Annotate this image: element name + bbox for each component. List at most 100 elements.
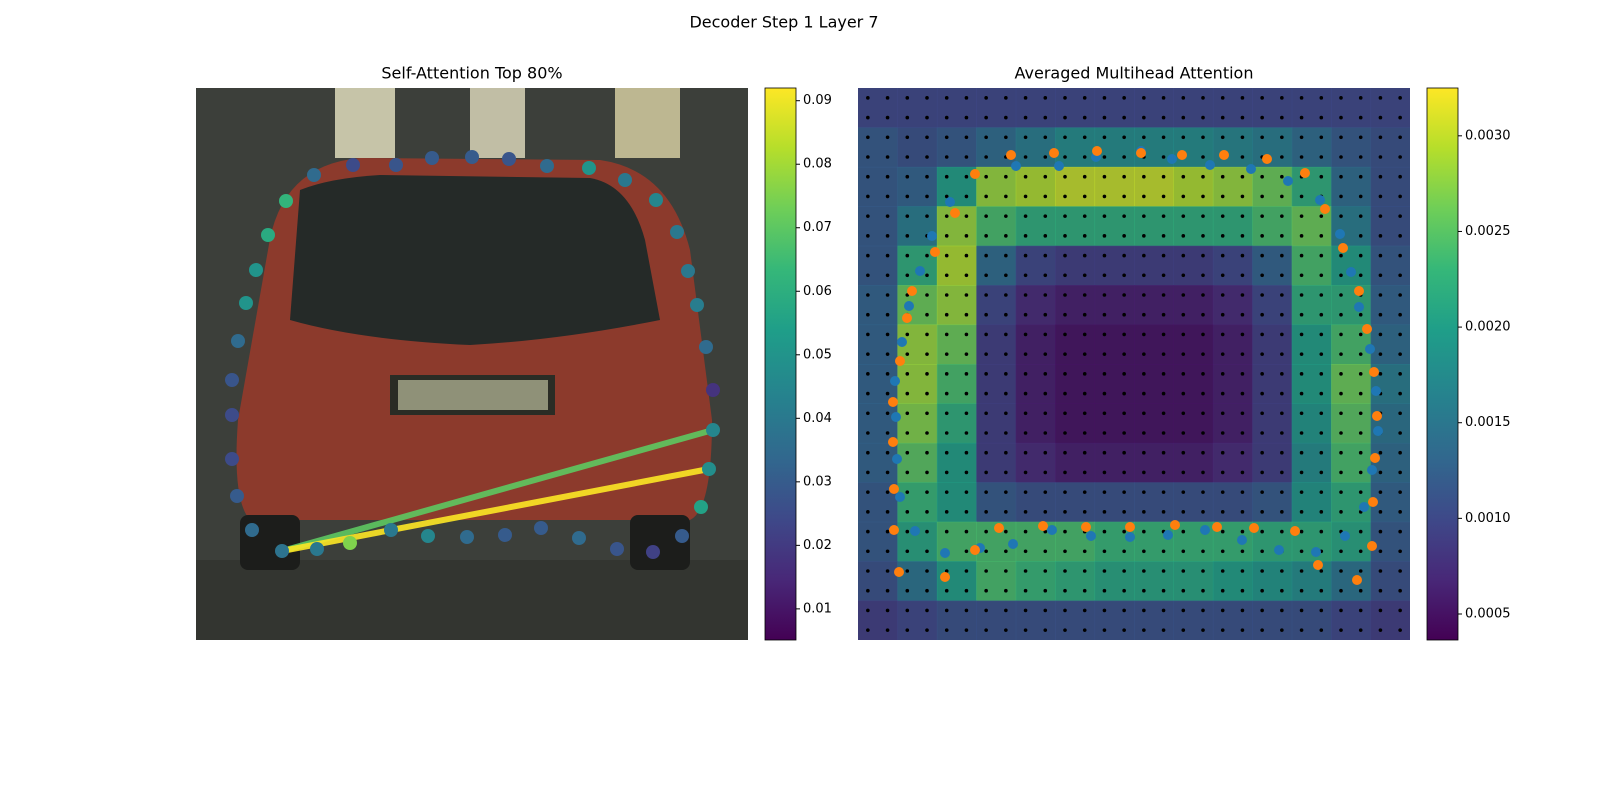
colorbar: [1426, 87, 1459, 641]
point: [895, 356, 905, 366]
grid-dot: [1043, 214, 1048, 218]
grid-dot: [984, 549, 988, 554]
grid-dot: [1339, 174, 1343, 179]
grid-dot: [964, 549, 969, 554]
grid-dot: [1023, 372, 1028, 376]
heatmap-cell: [1212, 206, 1253, 247]
point: [1373, 426, 1383, 436]
grid-dot: [866, 450, 870, 455]
heatmap-cell: [1015, 206, 1056, 247]
grid-dot: [1319, 450, 1324, 455]
point: [1249, 523, 1259, 533]
grid-dot: [1260, 293, 1264, 297]
grid-dot: [1280, 628, 1284, 632]
grid-dot: [1220, 234, 1225, 238]
grid-dot: [1122, 234, 1126, 238]
grid-dot: [984, 372, 988, 376]
grid-dot: [964, 96, 969, 100]
grid-dot: [984, 529, 988, 534]
heatmap-cell: [1212, 561, 1253, 602]
point: [970, 545, 980, 555]
grid-dot: [1023, 431, 1028, 435]
grid-dot: [1004, 549, 1008, 554]
point: [230, 489, 244, 503]
grid-dot: [885, 490, 890, 494]
grid-dot: [1082, 628, 1087, 632]
heatmap-cell: [897, 482, 938, 523]
grid-dot: [1358, 273, 1363, 278]
heatmap-cell: [858, 285, 898, 326]
heatmap-cell: [858, 245, 898, 286]
grid-dot: [1161, 450, 1166, 455]
grid-dot: [1260, 234, 1264, 238]
grid-dot: [1023, 253, 1028, 258]
heatmap-cell: [1252, 245, 1293, 286]
point: [389, 158, 403, 172]
grid-dot: [944, 450, 949, 455]
heatmap-cell: [1370, 521, 1410, 562]
grid-dot: [866, 628, 870, 632]
grid-dot: [944, 194, 949, 199]
grid-dot: [1299, 96, 1304, 100]
grid-dot: [1299, 628, 1304, 632]
grid-dot: [1280, 411, 1284, 416]
grid-dot: [1220, 135, 1225, 140]
grid-dot: [1004, 214, 1008, 218]
grid-dot: [1181, 372, 1186, 376]
grid-dot: [1181, 549, 1186, 554]
grid-dot: [1398, 450, 1402, 455]
grid-dot: [1280, 588, 1284, 593]
point: [1125, 522, 1135, 532]
point: [275, 544, 289, 558]
grid-dot: [1181, 293, 1186, 297]
grid-dot: [1260, 431, 1264, 435]
grid-dot: [1023, 608, 1028, 613]
colorbar-tick-label: 0.0025: [1465, 224, 1511, 239]
grid-dot: [925, 96, 929, 100]
point: [892, 454, 902, 464]
grid-dot: [1122, 490, 1126, 494]
point: [1362, 324, 1372, 334]
grid-dot: [1260, 628, 1264, 632]
grid-dot: [1240, 569, 1245, 573]
grid-dot: [1280, 608, 1284, 613]
grid-dot: [1142, 273, 1146, 278]
grid-dot: [944, 273, 949, 278]
grid-dot: [1004, 569, 1008, 573]
grid-dot: [1319, 174, 1324, 179]
heatmap-cell: [1331, 521, 1372, 562]
grid-dot: [1004, 529, 1008, 534]
grid-dot: [1201, 253, 1205, 258]
grid-dot: [1063, 273, 1067, 278]
grid-dot: [1181, 391, 1186, 396]
grid-dot: [1220, 273, 1225, 278]
grid-dot: [984, 352, 988, 356]
grid-dot: [1181, 510, 1186, 514]
point: [904, 301, 914, 311]
point: [927, 231, 937, 241]
grid-dot: [1161, 470, 1166, 475]
grid-dot: [1102, 96, 1107, 100]
grid-dot: [1043, 450, 1048, 455]
point: [1354, 302, 1364, 312]
grid-dot: [1023, 194, 1028, 199]
grid-dot: [1043, 352, 1048, 356]
grid-dot: [1082, 273, 1087, 278]
grid-dot: [905, 569, 910, 573]
point: [1313, 560, 1323, 570]
grid-dot: [885, 273, 890, 278]
grid-dot: [1004, 234, 1008, 238]
grid-dot: [1142, 214, 1146, 218]
grid-dot: [1358, 332, 1363, 337]
grid-dot: [1161, 135, 1166, 140]
grid-dot: [925, 549, 929, 554]
grid-dot: [925, 312, 929, 317]
point: [1311, 547, 1321, 557]
grid-dot: [1043, 549, 1048, 554]
grid-dot: [1161, 569, 1166, 573]
grid-dot: [1023, 588, 1028, 593]
grid-dot: [866, 490, 870, 494]
point: [384, 523, 398, 537]
grid-dot: [1181, 450, 1186, 455]
grid-dot: [1378, 372, 1383, 376]
